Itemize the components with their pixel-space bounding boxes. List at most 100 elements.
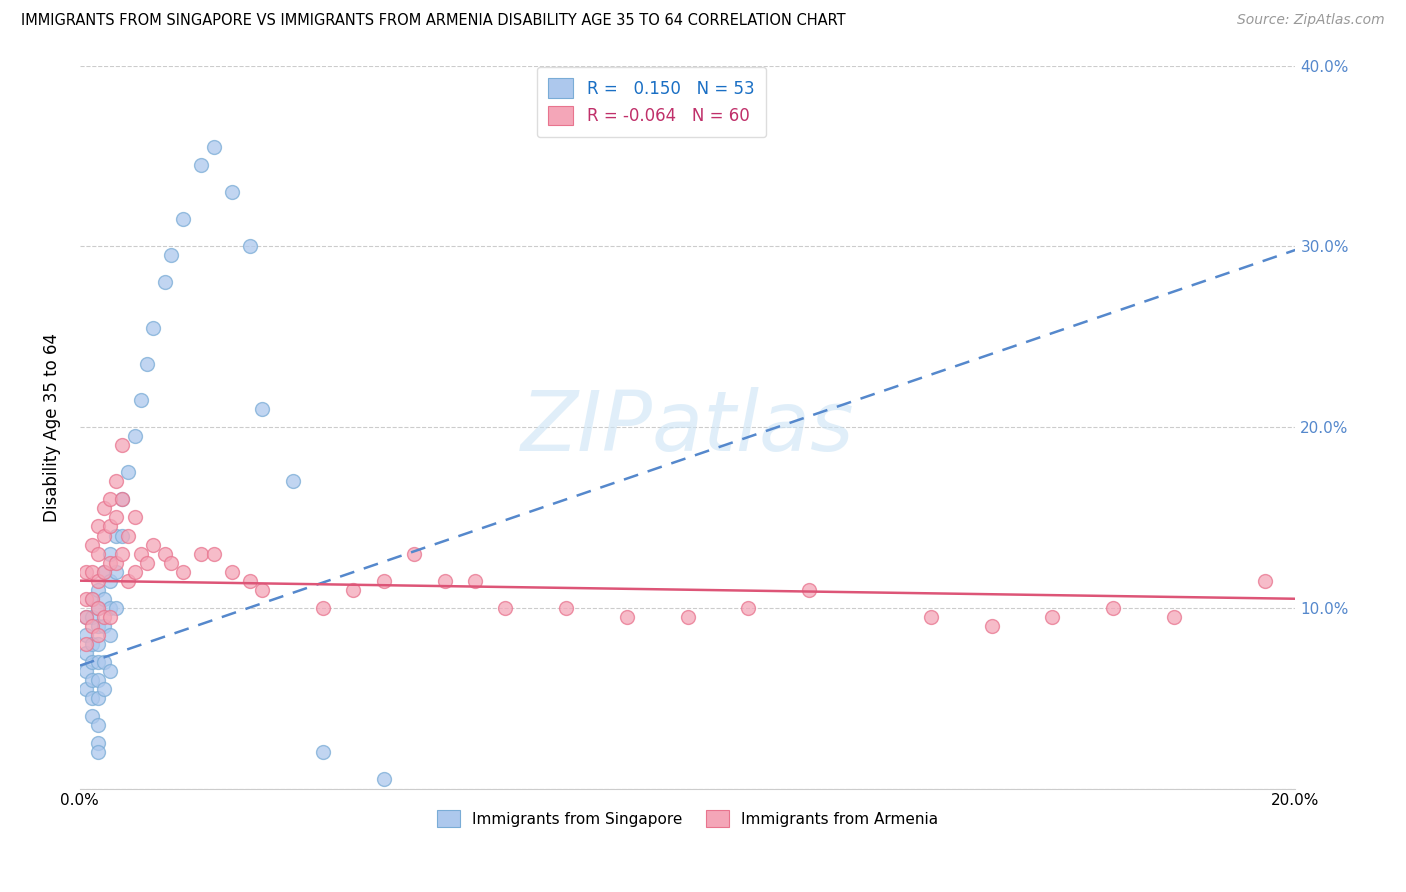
Point	[98, 600, 121, 615]
Point	[342, 582, 364, 597]
Point	[105, 510, 128, 524]
Point	[1040, 610, 1063, 624]
Point	[105, 600, 128, 615]
Point	[87, 691, 110, 706]
Point	[153, 276, 176, 290]
Point	[80, 655, 103, 669]
Point	[80, 591, 103, 606]
Legend: Immigrants from Singapore, Immigrants from Armenia: Immigrants from Singapore, Immigrants fr…	[430, 802, 946, 835]
Point	[190, 547, 212, 561]
Point	[98, 556, 121, 570]
Point	[190, 158, 212, 172]
Point	[80, 637, 103, 651]
Text: Source: ZipAtlas.com: Source: ZipAtlas.com	[1237, 13, 1385, 28]
Point	[105, 565, 128, 579]
Point	[221, 565, 243, 579]
Point	[75, 637, 97, 651]
Point	[98, 664, 121, 678]
Point	[87, 745, 110, 759]
Point	[80, 709, 103, 723]
Point	[87, 600, 110, 615]
Point	[250, 582, 273, 597]
Point	[93, 565, 115, 579]
Point	[1163, 610, 1185, 624]
Point	[98, 547, 121, 561]
Point	[111, 438, 134, 452]
Point	[239, 239, 262, 253]
Point	[172, 565, 194, 579]
Point	[129, 547, 152, 561]
Point	[93, 619, 115, 633]
Point	[312, 745, 335, 759]
Point	[75, 565, 97, 579]
Point	[80, 565, 103, 579]
Text: IMMIGRANTS FROM SINGAPORE VS IMMIGRANTS FROM ARMENIA DISABILITY AGE 35 TO 64 COR: IMMIGRANTS FROM SINGAPORE VS IMMIGRANTS …	[21, 13, 846, 29]
Point	[105, 528, 128, 542]
Point	[433, 574, 456, 588]
Point	[87, 582, 110, 597]
Point	[920, 610, 942, 624]
Point	[676, 610, 699, 624]
Point	[1102, 600, 1125, 615]
Point	[98, 610, 121, 624]
Point	[87, 637, 110, 651]
Point	[404, 547, 426, 561]
Point	[111, 547, 134, 561]
Point	[160, 556, 183, 570]
Point	[87, 619, 110, 633]
Point	[87, 736, 110, 750]
Point	[75, 610, 97, 624]
Point	[1254, 574, 1277, 588]
Point	[87, 655, 110, 669]
Point	[93, 655, 115, 669]
Point	[250, 402, 273, 417]
Point	[142, 320, 165, 334]
Point	[93, 565, 115, 579]
Point	[464, 574, 486, 588]
Point	[93, 591, 115, 606]
Point	[221, 185, 243, 199]
Point	[124, 429, 146, 443]
Point	[75, 591, 97, 606]
Point	[111, 492, 134, 507]
Point	[135, 556, 157, 570]
Point	[87, 547, 110, 561]
Point	[555, 600, 578, 615]
Point	[111, 528, 134, 542]
Point	[616, 610, 638, 624]
Point	[153, 547, 176, 561]
Point	[494, 600, 516, 615]
Point	[80, 691, 103, 706]
Point	[799, 582, 821, 597]
Point	[117, 465, 139, 479]
Point	[980, 619, 1002, 633]
Point	[87, 519, 110, 533]
Point	[93, 610, 115, 624]
Point	[105, 556, 128, 570]
Point	[117, 528, 139, 542]
Point	[75, 664, 97, 678]
Point	[737, 600, 759, 615]
Point	[80, 673, 103, 687]
Point	[87, 628, 110, 642]
Point	[87, 574, 110, 588]
Point	[87, 600, 110, 615]
Point	[281, 475, 304, 489]
Point	[135, 357, 157, 371]
Point	[202, 140, 225, 154]
Y-axis label: Disability Age 35 to 64: Disability Age 35 to 64	[44, 333, 60, 522]
Point	[75, 682, 97, 697]
Point	[239, 574, 262, 588]
Point	[75, 610, 97, 624]
Point	[129, 392, 152, 407]
Point	[373, 574, 395, 588]
Point	[373, 772, 395, 787]
Point	[80, 537, 103, 551]
Point	[80, 619, 103, 633]
Point	[87, 673, 110, 687]
Point	[98, 519, 121, 533]
Point	[80, 591, 103, 606]
Point	[98, 492, 121, 507]
Point	[87, 718, 110, 732]
Point	[142, 537, 165, 551]
